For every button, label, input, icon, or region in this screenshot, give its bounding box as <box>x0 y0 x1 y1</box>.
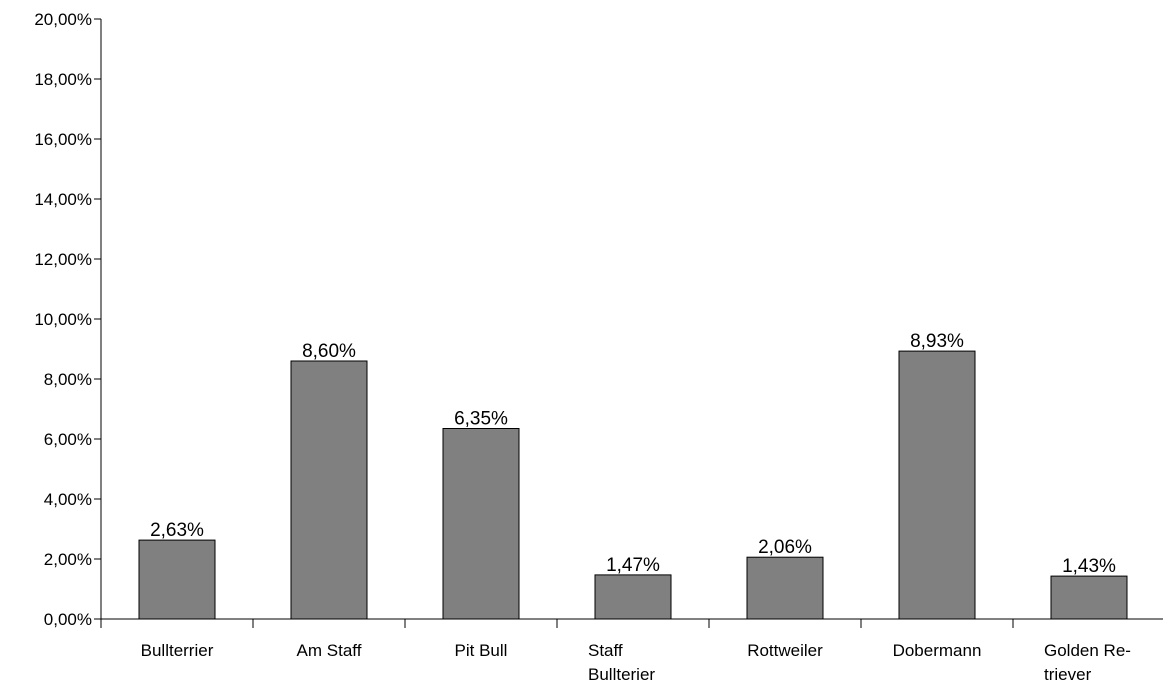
y-tick-label: 0,00% <box>44 610 92 629</box>
bar-value-label: 8,60% <box>302 341 356 362</box>
y-tick-label: 10,00% <box>34 310 92 329</box>
bar <box>138 539 216 620</box>
y-tick-label: 16,00% <box>34 130 92 149</box>
y-tick-label: 2,00% <box>44 550 92 569</box>
x-category-label-line: Pit Bull <box>455 641 508 660</box>
x-category-label-line: Bullterrier <box>141 641 214 660</box>
y-tick-label: 12,00% <box>34 250 92 269</box>
y-axis: 0,00% 2,00% 4,00% 6,00% 8,00% 10,00% 12,00% 14,… <box>34 10 102 629</box>
x-category-label: Golden Re-triever <box>1044 641 1131 684</box>
x-category-label-line: Rottweiler <box>747 641 823 660</box>
bar-value-label: 1,47% <box>606 555 660 576</box>
y-tick-label: 18,00% <box>34 70 92 89</box>
bar <box>1050 575 1128 620</box>
y-tick-label: 4,00% <box>44 490 92 509</box>
bar <box>746 556 824 620</box>
bar <box>898 350 976 620</box>
bar-value-label: 1,43% <box>1062 556 1116 577</box>
y-tick-label: 14,00% <box>34 190 92 209</box>
x-category-label: Bullterrier <box>141 641 214 660</box>
x-category-label-line: Golden Re- <box>1044 641 1131 660</box>
bar-value-label: 2,06% <box>758 537 812 558</box>
x-category-label: Dobermann <box>893 641 982 660</box>
x-axis: Bullterrier Am Staff Pit Bull Staff Bullteri… <box>100 618 1163 684</box>
x-category-label: Staff Bullterier <box>588 641 655 684</box>
x-category-label-line: Staff <box>588 641 623 660</box>
bar-value-label: 6,35% <box>454 409 508 430</box>
bar <box>290 360 368 620</box>
x-category-label: Rottweiler <box>747 641 823 660</box>
bar-value-label: 8,93% <box>910 331 964 352</box>
x-category-label-line: triever <box>1044 665 1092 684</box>
bars-group <box>138 350 1128 620</box>
x-category-label-line: Dobermann <box>893 641 982 660</box>
y-tick-label: 6,00% <box>44 430 92 449</box>
y-tick-label: 20,00% <box>34 10 92 29</box>
x-category-label: Am Staff <box>297 641 362 660</box>
bar-value-label: 2,63% <box>150 520 204 541</box>
y-tick-label: 8,00% <box>44 370 92 389</box>
data-labels-group: 2,63% 8,60% 6,35% 1,47% 2,06% 8,93% 1,43% <box>150 331 1116 577</box>
bar <box>594 574 672 620</box>
x-category-label-line: Am Staff <box>297 641 362 660</box>
x-category-label-line: Bullterier <box>588 665 655 684</box>
x-category-label: Pit Bull <box>455 641 508 660</box>
bar <box>442 428 520 620</box>
